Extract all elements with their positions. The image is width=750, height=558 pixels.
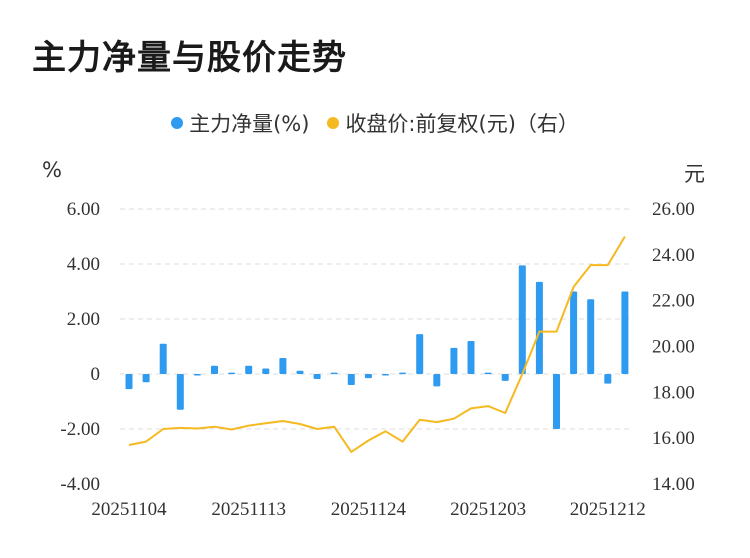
x-tick-label: 20251212 xyxy=(570,499,646,520)
left-tick-label: 0 xyxy=(91,364,101,385)
bar xyxy=(535,281,543,374)
bar xyxy=(245,365,253,374)
bar xyxy=(313,374,321,379)
right-tick-label: 22.00 xyxy=(652,291,695,312)
bar xyxy=(621,291,629,374)
x-tick-label: 20251203 xyxy=(450,499,526,520)
legend-item-net-volume[interactable]: 主力净量(%) xyxy=(171,108,309,138)
bar xyxy=(159,343,167,374)
bar xyxy=(142,374,150,383)
x-tick-label: 20251124 xyxy=(331,499,407,520)
left-axis-unit: % xyxy=(42,158,62,182)
bar xyxy=(553,374,560,429)
right-axis-unit: 元 xyxy=(684,162,705,186)
bar xyxy=(587,299,595,374)
right-tick-label: 24.00 xyxy=(652,245,695,266)
legend-dot-icon xyxy=(327,117,340,129)
bar xyxy=(211,365,218,374)
bar xyxy=(416,334,424,374)
legend-label: 收盘价:前复权(元)（右） xyxy=(345,112,579,136)
bar xyxy=(450,347,458,374)
right-tick-label: 20.00 xyxy=(652,337,695,358)
bar xyxy=(262,368,270,374)
left-tick-label: 4.00 xyxy=(67,254,100,275)
legend: 主力净量(%) 收盘价:前复权(元)（右） xyxy=(0,108,750,138)
left-tick-label: -4.00 xyxy=(60,474,100,495)
bar xyxy=(330,372,338,375)
right-tick-label: 26.00 xyxy=(652,199,695,220)
bar xyxy=(399,372,407,375)
bar xyxy=(433,374,441,387)
bar xyxy=(125,374,133,390)
bar xyxy=(193,374,201,376)
left-tick-label: 6.00 xyxy=(67,199,100,220)
legend-dot-icon xyxy=(171,117,184,129)
bar xyxy=(364,374,372,379)
bar xyxy=(382,374,389,376)
bar xyxy=(296,370,304,374)
price-line xyxy=(128,235,626,453)
x-tick-label: 20251104 xyxy=(91,499,167,520)
left-tick-label: 2.00 xyxy=(67,309,100,330)
bar xyxy=(347,374,355,385)
bar xyxy=(228,372,236,375)
bar xyxy=(484,372,492,375)
bar xyxy=(518,265,526,374)
bar xyxy=(279,358,287,374)
legend-label: 主力净量(%) xyxy=(189,112,310,136)
left-tick-label: -2.00 xyxy=(60,419,100,440)
x-tick-label: 20251113 xyxy=(211,499,286,520)
bar xyxy=(604,374,612,384)
bar xyxy=(467,341,475,374)
chart-title: 主力净量与股价走势 xyxy=(32,38,347,78)
bar xyxy=(176,374,184,410)
right-tick-label: 16.00 xyxy=(652,428,695,449)
right-tick-label: 18.00 xyxy=(652,382,695,403)
bar xyxy=(570,291,578,374)
bar xyxy=(501,374,509,381)
right-tick-label: 14.00 xyxy=(652,474,695,495)
legend-item-close-price[interactable]: 收盘价:前复权(元)（右） xyxy=(327,108,579,138)
